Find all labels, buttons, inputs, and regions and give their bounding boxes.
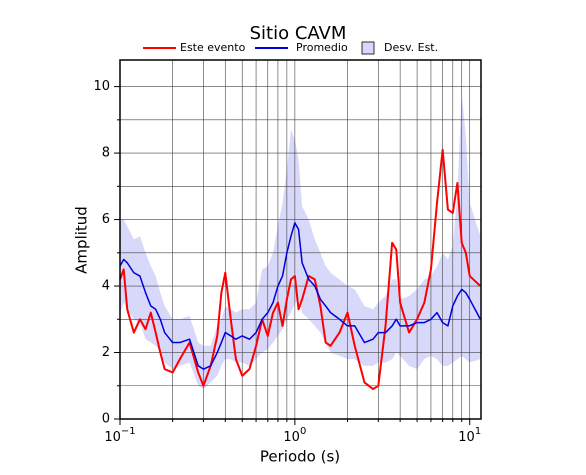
chart-title: Sitio CAVM	[250, 23, 347, 44]
y-tick-label: 0	[102, 412, 110, 427]
x-tick-base: 10	[283, 430, 300, 445]
x-tick-exponent: −1	[121, 426, 136, 437]
x-tick-base: 10	[104, 430, 121, 445]
x-tick-label: 10−1	[104, 426, 135, 445]
y-tick-label: 8	[102, 146, 110, 161]
y-tick-label: 2	[102, 345, 110, 360]
y-tick-label: 6	[102, 212, 110, 227]
legend-label: Desv. Est.	[384, 41, 438, 54]
x-tick-base: 10	[458, 430, 475, 445]
legend-swatch	[361, 41, 375, 55]
legend-label: Este evento	[180, 41, 246, 54]
x-tick-exponent: 1	[475, 426, 481, 437]
y-tick-label: 10	[93, 79, 110, 94]
plot-frame	[119, 59, 482, 420]
series-line	[119, 222, 482, 370]
legend-label: Promedio	[296, 41, 348, 54]
x-axis-label: Periodo (s)	[260, 448, 340, 466]
series-line	[119, 148, 482, 391]
y-axis-label: Amplitud	[73, 206, 91, 274]
x-tick-label: 101	[458, 426, 481, 445]
x-tick-label: 100	[283, 426, 306, 445]
x-tick-exponent: 0	[300, 426, 306, 437]
y-tick-label: 4	[102, 279, 110, 294]
